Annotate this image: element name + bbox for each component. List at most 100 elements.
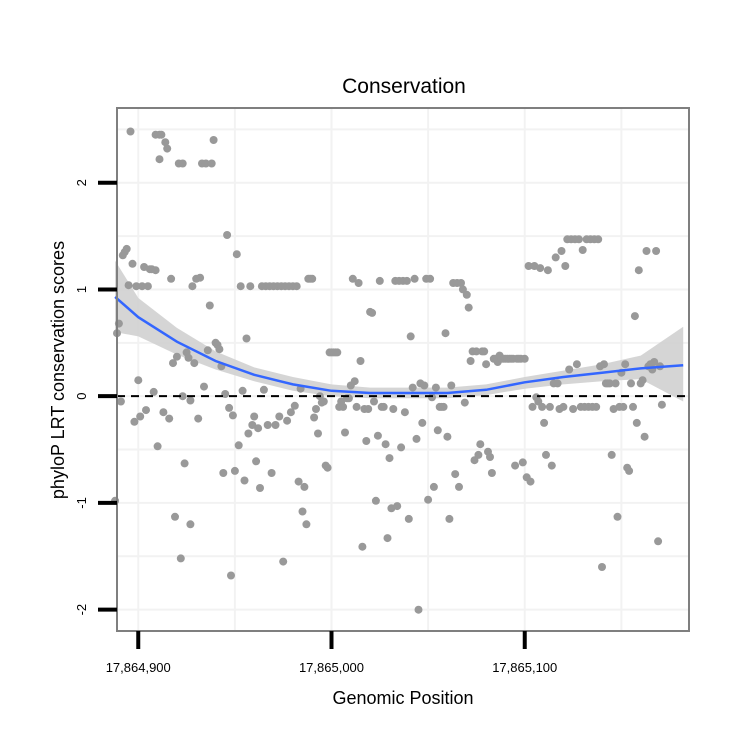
data-point: [323, 463, 332, 472]
data-point: [433, 426, 442, 435]
data-point: [286, 408, 295, 417]
y-tick-label: 1: [74, 286, 89, 293]
data-point: [227, 571, 235, 580]
data-point: [161, 138, 170, 147]
data-point: [557, 247, 566, 255]
data-point: [621, 360, 630, 369]
data-point: [574, 235, 583, 244]
chart-title: Conservation: [342, 75, 466, 98]
data-point: [460, 398, 469, 407]
data-point: [565, 365, 574, 374]
data-point: [238, 386, 247, 395]
panel-border: [116, 107, 690, 632]
data-point: [443, 432, 452, 441]
data-point: [657, 400, 666, 409]
data-point: [526, 477, 535, 486]
data-point: [482, 360, 491, 369]
data-point: [480, 347, 489, 356]
data-point: [476, 440, 485, 449]
data-point: [642, 247, 651, 255]
plot-panel: [111, 107, 690, 632]
data-point: [371, 496, 380, 505]
data-point: [447, 381, 456, 390]
data-point: [466, 357, 475, 365]
data-point: [149, 387, 158, 396]
data-point: [352, 402, 361, 411]
data-point: [406, 332, 415, 341]
data-point: [625, 466, 634, 475]
data-point: [126, 127, 135, 136]
data-point: [254, 424, 263, 433]
data-point: [528, 402, 537, 411]
data-point: [402, 276, 411, 285]
data-point: [594, 235, 603, 244]
data-point: [627, 379, 635, 388]
y-tick-label: -1: [74, 497, 89, 509]
data-point: [178, 159, 187, 168]
data-point: [209, 136, 218, 144]
data-point: [542, 450, 550, 459]
data-point: [420, 381, 429, 390]
data-point: [298, 507, 307, 516]
data-point: [630, 312, 639, 321]
data-point: [188, 282, 197, 291]
data-point: [190, 359, 199, 368]
data-point: [339, 402, 348, 411]
data-point: [418, 418, 427, 427]
data-point: [201, 159, 210, 168]
data-point: [518, 458, 527, 467]
x-tick-label: 17,865,100: [492, 660, 557, 675]
data-point: [319, 397, 328, 406]
data-point: [219, 469, 228, 477]
data-point: [259, 385, 268, 394]
data-point: [400, 408, 409, 417]
data-point: [244, 429, 253, 438]
data-point: [169, 359, 177, 368]
data-point: [300, 482, 309, 491]
data-point: [358, 542, 367, 551]
data-point: [368, 308, 377, 317]
data-point: [279, 557, 288, 566]
data-point: [619, 402, 628, 411]
data-point: [157, 130, 166, 139]
data-point: [308, 274, 317, 283]
data-point: [128, 259, 137, 268]
data-point: [375, 276, 384, 285]
data-point: [429, 482, 438, 491]
data-point: [540, 418, 549, 427]
data-point: [362, 437, 371, 445]
data-point: [167, 274, 176, 283]
data-point: [194, 414, 203, 423]
data-point: [246, 282, 255, 291]
data-point: [632, 418, 641, 427]
y-tick-label: -2: [74, 604, 89, 616]
data-point: [634, 266, 643, 275]
data-point: [569, 405, 578, 413]
data-point: [462, 290, 471, 299]
data-point: [445, 514, 454, 523]
data-point: [228, 411, 237, 420]
data-point: [221, 390, 230, 398]
data-point: [383, 534, 392, 543]
data-point: [441, 329, 450, 338]
data-point: [302, 520, 311, 529]
data-point: [543, 266, 552, 275]
data-point: [200, 382, 208, 391]
data-point: [598, 563, 606, 571]
data-point: [538, 402, 547, 411]
y-axis: -2 -1 0 1 2: [74, 179, 117, 615]
data-point: [333, 348, 342, 357]
data-point: [364, 405, 373, 413]
data-point: [236, 282, 245, 291]
data-point: [348, 274, 357, 283]
data-point: [186, 520, 195, 529]
data-point: [184, 353, 193, 362]
data-point: [116, 397, 125, 406]
smooth-trend-line: [114, 295, 684, 395]
data-point: [592, 402, 601, 411]
data-point: [474, 450, 483, 459]
data-point: [605, 379, 614, 388]
data-point: [379, 402, 388, 411]
data-point: [142, 406, 150, 415]
